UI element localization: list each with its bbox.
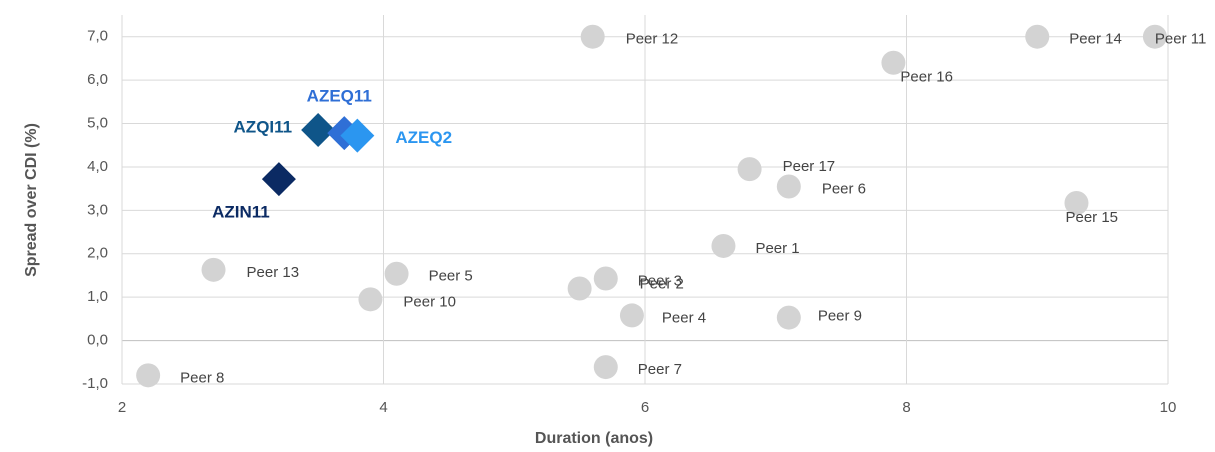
point-label: Peer 13 bbox=[247, 264, 300, 281]
point-label: Peer 3 bbox=[638, 272, 682, 289]
point bbox=[776, 174, 801, 199]
diamond-point bbox=[261, 162, 296, 197]
y-axis-title: Spread over CDI (%) bbox=[23, 123, 40, 277]
point-label: Peer 11 bbox=[1155, 31, 1206, 48]
point-label: Peer 15 bbox=[1065, 209, 1118, 226]
x-tick-label: 2 bbox=[118, 399, 126, 416]
y-tick-label: -1,0 bbox=[82, 375, 108, 392]
x-tick-label: 10 bbox=[1160, 399, 1177, 416]
point bbox=[881, 50, 906, 75]
y-tick-label: 0,0 bbox=[87, 332, 108, 349]
point-label: AZIN11 bbox=[212, 203, 270, 222]
y-tick-label: 4,0 bbox=[87, 158, 108, 175]
point bbox=[201, 257, 226, 282]
y-tick-label: 2,0 bbox=[87, 245, 108, 262]
point-label: Peer 17 bbox=[783, 158, 836, 175]
point-label: Peer 8 bbox=[180, 369, 224, 386]
point-label: Peer 10 bbox=[403, 293, 456, 310]
y-tick-label: 7,0 bbox=[87, 28, 108, 45]
point-label: AZEQ2 bbox=[395, 128, 452, 147]
point-label: Peer 7 bbox=[638, 361, 682, 378]
point bbox=[619, 303, 644, 328]
point-label: Peer 6 bbox=[822, 180, 866, 197]
point bbox=[1142, 24, 1167, 49]
point bbox=[567, 276, 592, 301]
point bbox=[593, 355, 618, 380]
diamond-point bbox=[340, 118, 375, 153]
point bbox=[1025, 24, 1050, 49]
diamond-point bbox=[301, 113, 336, 148]
point bbox=[580, 24, 605, 49]
point bbox=[711, 233, 736, 258]
point-label: AZQI11 bbox=[234, 118, 293, 137]
point bbox=[593, 266, 618, 291]
x-tick-label: 6 bbox=[641, 399, 649, 416]
point-label: Peer 2 bbox=[640, 275, 684, 292]
x-axis-title: Duration (anos) bbox=[535, 430, 653, 447]
point bbox=[776, 305, 801, 330]
point-label: Peer 4 bbox=[662, 309, 706, 326]
point bbox=[384, 261, 409, 286]
y-tick-label: 3,0 bbox=[87, 201, 108, 218]
point bbox=[358, 287, 383, 312]
point-label: Peer 14 bbox=[1069, 31, 1122, 48]
point bbox=[136, 363, 161, 388]
y-tick-label: 1,0 bbox=[87, 288, 108, 305]
y-tick-label: 5,0 bbox=[87, 114, 108, 131]
point-label: Peer 1 bbox=[755, 240, 799, 257]
point bbox=[1064, 190, 1089, 215]
point bbox=[737, 157, 762, 182]
x-tick-label: 4 bbox=[379, 399, 387, 416]
point-label: Peer 16 bbox=[900, 69, 953, 86]
point-label: Peer 12 bbox=[626, 31, 679, 48]
y-tick-label: 6,0 bbox=[87, 71, 108, 88]
point-label: Peer 9 bbox=[818, 308, 862, 325]
point-label: AZEQ11 bbox=[307, 87, 372, 106]
point-label: Peer 5 bbox=[429, 268, 473, 285]
x-tick-label: 8 bbox=[902, 399, 910, 416]
